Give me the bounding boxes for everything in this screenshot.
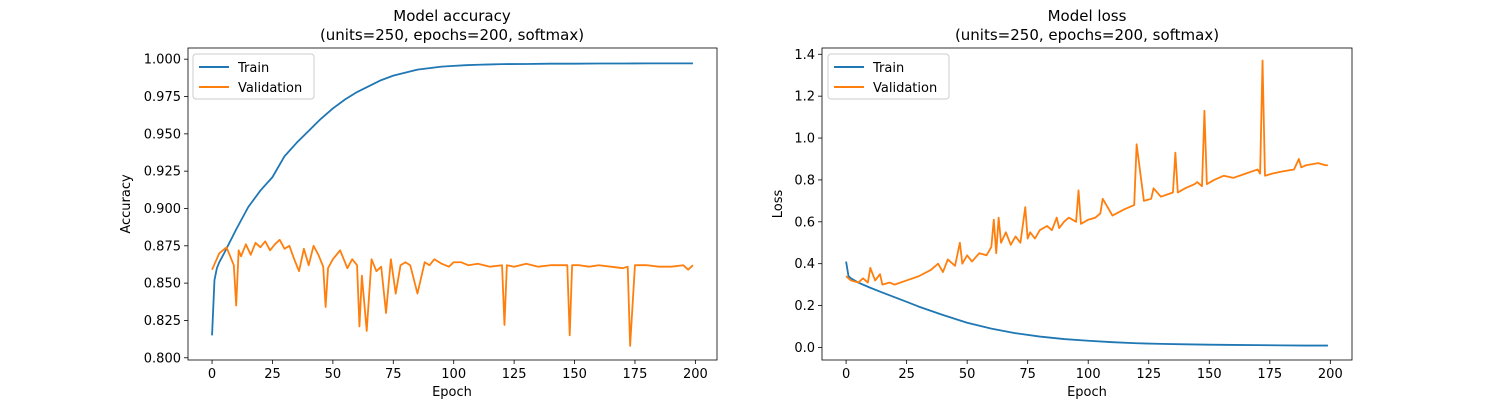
accuracy-x-tick-label: 75 (385, 367, 402, 382)
loss-y-tick-label: 1.0 (794, 132, 815, 147)
accuracy-x-tick-label: 125 (502, 367, 527, 382)
accuracy-x-tick-label: 0 (208, 367, 216, 382)
accuracy-axes-frame (187, 47, 718, 361)
loss-y-tick-label: 0.2 (794, 299, 815, 314)
accuracy-y-tick-label: 0.900 (144, 202, 181, 217)
accuracy-y-tick-label: 0.825 (144, 314, 181, 329)
accuracy-x-tick-label: 25 (264, 367, 281, 382)
loss-x-tick-label: 0 (842, 367, 850, 382)
accuracy-chart: Model accuracy (units=250, epochs=200, s… (119, 7, 718, 400)
loss-legend-train-label: Train (872, 61, 904, 76)
accuracy-y-tick-label: 0.925 (144, 165, 181, 180)
accuracy-x-tick-label: 100 (441, 367, 466, 382)
accuracy-plot-area: 0 25 50 75 100 125 150 175 200 0.800 0.825 0.850 0.8… (144, 47, 718, 382)
accuracy-series-validation-line (211, 238, 694, 347)
accuracy-legend-validation-label: Validation (238, 81, 302, 96)
accuracy-x-tick-label: 50 (325, 367, 342, 382)
loss-legend-validation-label: Validation (873, 81, 937, 96)
loss-chart: Model loss (units=250, epochs=200, softm… (771, 7, 1353, 400)
loss-title-line-1: Model loss (1048, 7, 1127, 25)
accuracy-x-tick-label: 175 (623, 367, 648, 382)
loss-legend: Train Validation (827, 53, 950, 100)
loss-x-tick-label: 125 (1136, 367, 1161, 382)
loss-plot-area: 0 25 50 75 100 125 150 175 200 0.0 0.2 0.4 0.6 0.8 1.0… (794, 47, 1353, 382)
accuracy-x-tick-label: 200 (683, 367, 708, 382)
accuracy-y-tick-label: 0.800 (144, 351, 181, 366)
loss-y-tick-label: 0.8 (794, 173, 815, 188)
loss-y-tick-label: 0.4 (794, 257, 815, 272)
loss-x-tick-label: 50 (959, 367, 976, 382)
accuracy-y-tick-label: 1.000 (144, 53, 181, 68)
accuracy-y-axis-label: Accuracy (119, 174, 134, 234)
loss-y-tick-label: 0.0 (794, 341, 815, 356)
loss-x-tick-label: 175 (1257, 367, 1282, 382)
loss-x-tick-label: 150 (1197, 367, 1222, 382)
accuracy-x-axis-label: Epoch (432, 385, 472, 400)
accuracy-legend-train-label: Train (237, 61, 269, 76)
loss-y-axis-label: Loss (771, 190, 786, 219)
loss-series-train-line (845, 261, 1328, 347)
accuracy-x-tick-label: 150 (562, 367, 587, 382)
loss-x-axis-label: Epoch (1067, 385, 1107, 400)
accuracy-title-line-2: (units=250, epochs=200, softmax) (320, 26, 584, 44)
accuracy-y-tick-label: 0.850 (144, 277, 181, 292)
loss-x-tick-label: 75 (1019, 367, 1036, 382)
loss-axes-frame (821, 47, 1353, 361)
loss-title-line-2: (units=250, epochs=200, softmax) (955, 26, 1219, 44)
loss-series-validation-line (845, 59, 1328, 286)
loss-y-tick-label: 0.6 (794, 215, 815, 230)
accuracy-y-tick-label: 0.975 (144, 90, 181, 105)
loss-y-tick-label: 1.2 (794, 90, 815, 105)
accuracy-series-train-line (211, 62, 693, 336)
loss-x-tick-label: 25 (898, 367, 915, 382)
accuracy-y-tick-label: 0.950 (144, 127, 181, 142)
loss-y-tick-label: 1.4 (794, 48, 815, 63)
accuracy-y-tick-label: 0.875 (144, 239, 181, 254)
loss-x-tick-label: 200 (1318, 367, 1343, 382)
accuracy-legend: Train Validation (192, 53, 315, 100)
loss-x-tick-label: 100 (1076, 367, 1101, 382)
accuracy-title-line-1: Model accuracy (393, 7, 511, 25)
